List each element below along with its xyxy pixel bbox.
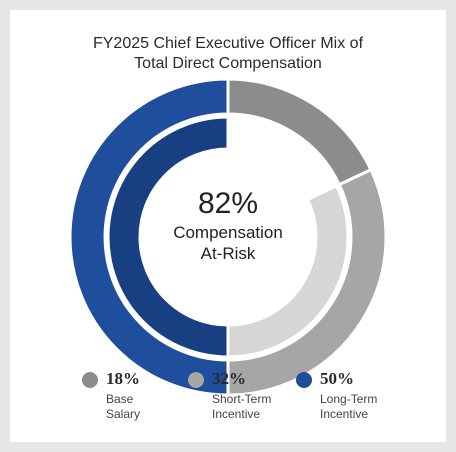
legend-pct-base-salary: 18% [106, 369, 140, 388]
legend-dot-short-term [188, 372, 204, 388]
chart-title: FY2025 Chief Executive Officer Mix of To… [0, 34, 456, 74]
legend-label-long-term: Long-Term Incentive [320, 392, 377, 422]
legend-label-line: Incentive [212, 407, 261, 421]
legend-label-line: Short-Term [212, 392, 272, 406]
center-hole [140, 149, 316, 325]
center-label-line-2: At-Risk [201, 244, 256, 263]
legend-pct-short-term: 32% [212, 369, 246, 388]
center-label-line-1: Compensation [173, 223, 283, 242]
chart-title-line-1: FY2025 Chief Executive Officer Mix of [92, 35, 364, 52]
legend-dot-base-salary [82, 372, 98, 388]
legend-label-line: Base [106, 392, 134, 406]
outer-slice-long-term-incentive [68, 77, 230, 397]
chart-title-line-2: Total Direct Compensation [134, 55, 322, 72]
legend-label-line: Incentive [320, 407, 369, 421]
legend-label-short-term: Short-Term Incentive [212, 392, 271, 422]
legend-label-line: Long-Term [320, 392, 378, 406]
center-value: 82% [198, 187, 258, 220]
legend-label-base-salary: Base Salary [106, 392, 140, 422]
legend-label-line: Salary [106, 407, 141, 421]
outer-ring [68, 77, 388, 397]
legend-dot-long-term [296, 372, 312, 388]
legend-pct-long-term: 50% [320, 369, 354, 388]
